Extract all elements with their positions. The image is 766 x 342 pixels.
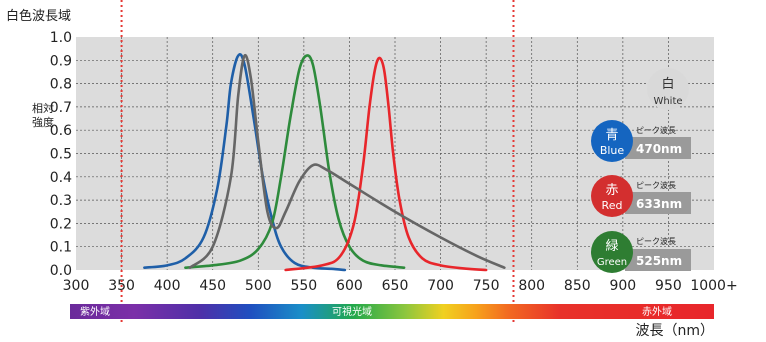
green-main-label: 緑 [605, 239, 618, 254]
x-tick-label: 300 [63, 278, 90, 294]
spectrum-label-ir: 赤外域 [642, 305, 672, 318]
red-badge [591, 175, 633, 217]
x-tick-label: 850 [564, 278, 591, 294]
green-badge [591, 231, 633, 273]
y-tick-label: 0.8 [50, 77, 72, 93]
x-tick-label: 950 [655, 278, 682, 294]
x-tick-label: 650 [382, 278, 409, 294]
red-main-label: 赤 [605, 183, 618, 198]
blue-peak-caption: ピーク波長 [636, 125, 676, 135]
red-peak-box [625, 192, 691, 214]
legend-blue: 青 Blue ピーク波長 470nm [591, 120, 691, 162]
spectrum-curves [143, 53, 506, 272]
y-tick-label: 1.0 [50, 30, 72, 46]
svg-text:相対強度: 相対強度 [32, 101, 54, 129]
series-green-line [184, 54, 406, 269]
y-tick-label: 0.2 [50, 216, 72, 232]
x-tick-label: 450 [199, 278, 226, 294]
x-tick-label: 700 [427, 278, 454, 294]
green-peak-box [625, 249, 691, 271]
green-sub-label: Green [597, 257, 627, 268]
x-tick-labels: 3003504004505005506006507007508008509009… [63, 278, 738, 294]
y-tick-label: 0.1 [50, 240, 72, 256]
x-tick-label: 900 [609, 278, 636, 294]
series-white-line [188, 53, 506, 269]
series-red-line [284, 56, 488, 272]
legend: 白 White 青 Blue ピーク波長 470nm 赤 Red ピーク波長 6… [591, 68, 691, 273]
legend-green: 緑 Green ピーク波長 525nm [591, 231, 691, 273]
white-main-label: 白 [661, 76, 674, 92]
white-badge [647, 68, 689, 110]
x-tick-label: 750 [473, 278, 500, 294]
white-range-boundaries [120, 0, 515, 325]
red-peak-value: 633nm [636, 197, 682, 211]
y-axis-label: 相対強度 [32, 101, 54, 129]
x-tick-label: 550 [290, 278, 317, 294]
white-sub-label: White [653, 96, 682, 107]
x-tick-label: 1000+ [690, 278, 737, 294]
y-tick-label: 0.5 [50, 147, 72, 163]
spectrum-label-uv: 紫外域 [80, 305, 110, 318]
blue-main-label: 青 [605, 128, 618, 143]
spectrum-bar [70, 304, 714, 319]
y-tick-label: 0.7 [50, 100, 72, 116]
y-tick-label: 0.3 [50, 193, 72, 209]
green-peak-caption: ピーク波長 [636, 236, 676, 246]
chart-title: 白色波長域 [6, 8, 71, 24]
blue-sub-label: Blue [600, 144, 625, 157]
x-tick-label: 400 [154, 278, 181, 294]
x-tick-label: 800 [518, 278, 545, 294]
y-tick-label: 0.4 [50, 170, 72, 186]
green-peak-value: 525nm [636, 254, 682, 268]
blue-badge [591, 120, 633, 162]
blue-peak-value: 470nm [636, 142, 682, 156]
y-tick-labels: 0.0 0.1 0.2 0.3 0.4 0.5 0.6 0.7 0.8 0.9 1.0 [50, 30, 72, 279]
x-tick-label: 500 [245, 278, 272, 294]
spectrum-label-visible: 可視光域 [332, 305, 372, 318]
blue-peak-box [625, 137, 691, 159]
x-tick-label: 600 [336, 278, 363, 294]
x-axis-label: 波長（nm） [635, 323, 714, 339]
y-tick-label: 0.6 [50, 123, 72, 139]
legend-red: 赤 Red ピーク波長 633nm [591, 175, 691, 217]
red-peak-caption: ピーク波長 [636, 180, 676, 190]
y-tick-label: 0.0 [50, 263, 72, 279]
y-tick-label: 0.9 [50, 53, 72, 69]
legend-white: 白 White [647, 68, 689, 110]
series-blue-line [143, 53, 347, 272]
red-sub-label: Red [602, 199, 623, 212]
